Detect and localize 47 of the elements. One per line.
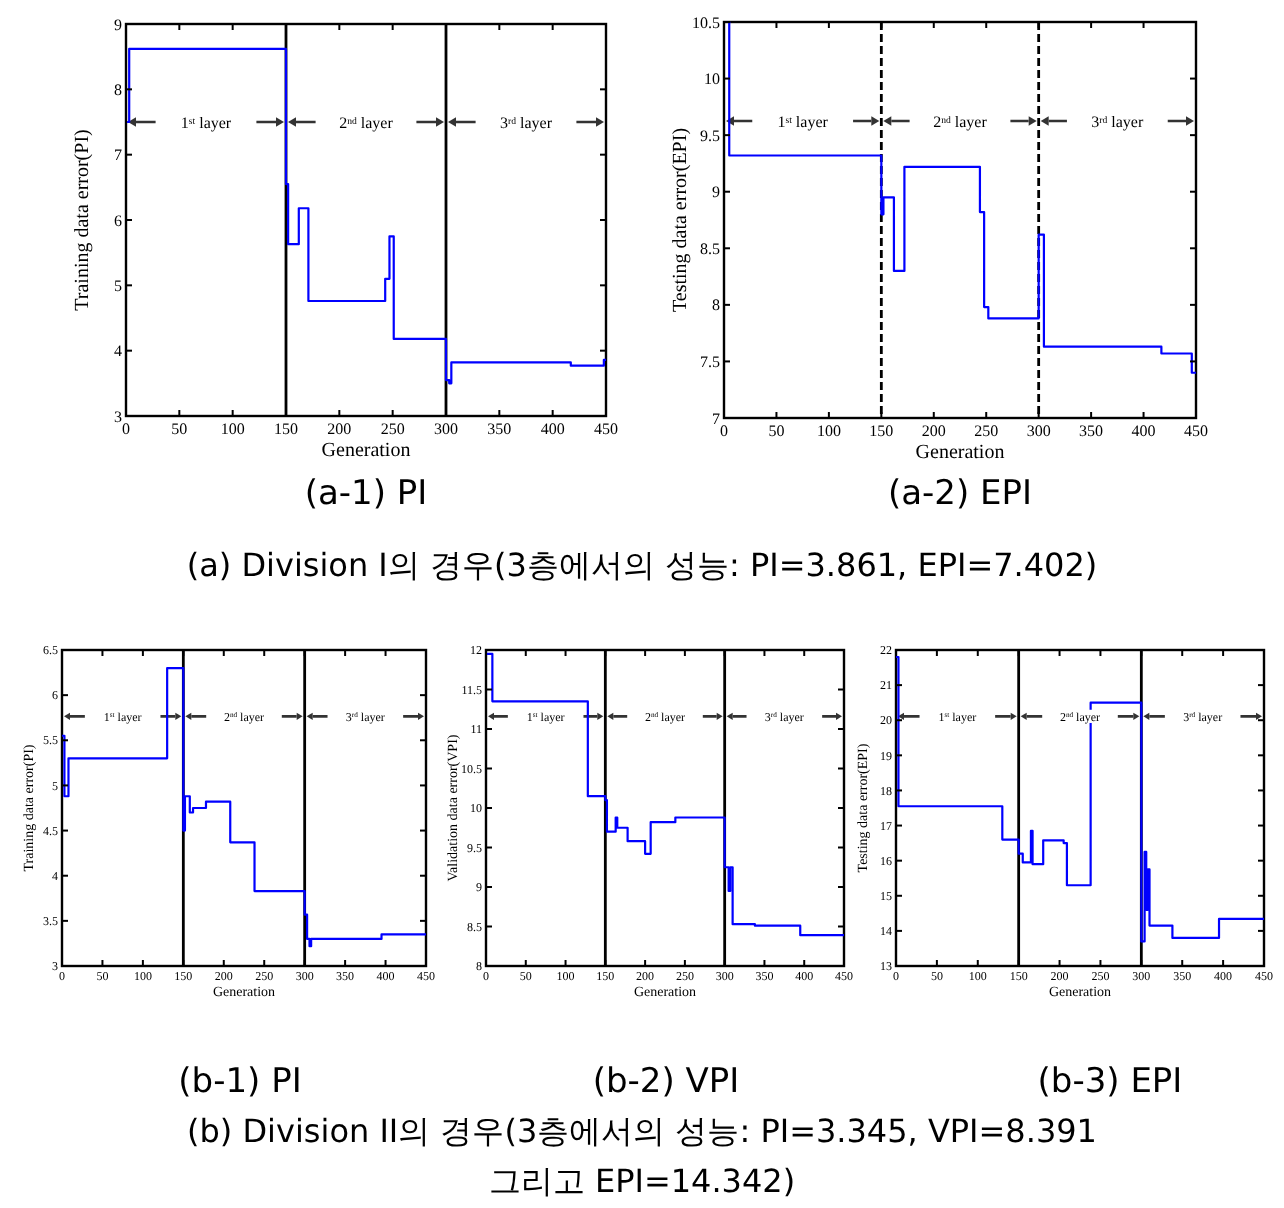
- y-axis-title: Testing data error(EPI): [669, 127, 692, 313]
- x-tick-label: 0: [122, 420, 130, 438]
- y-tick-label: 10.5: [692, 13, 720, 32]
- x-tick-label: 150: [274, 420, 298, 438]
- text: (a) Division I의 경우(3층에서의 성능: PI=3.861, EPI=7.402): [186, 546, 1098, 584]
- text: (b) Division II의 경우(3층에서의 성능: PI=3.345, VPI=8.391: [187, 1112, 1097, 1150]
- x-tick-label: 300: [434, 420, 458, 438]
- y-tick-label: 9: [114, 15, 122, 34]
- y-tick-label: 8.5: [700, 239, 720, 258]
- text: (a-1) PI: [304, 474, 428, 514]
- x-tick-label: 450: [1184, 422, 1208, 440]
- x-tick-label: 0: [720, 422, 728, 440]
- x-tick-label: 450: [594, 420, 618, 438]
- text: (b-3) EPI: [1037, 1062, 1183, 1102]
- x-tick-label: 200: [327, 420, 352, 438]
- y-axis-title: Training data error(PI): [71, 129, 94, 311]
- y-tick-label: 5: [114, 276, 122, 295]
- x-tick-label: 350: [1079, 422, 1104, 440]
- x-tick-label: 50: [768, 422, 785, 440]
- y-tick-label: 9: [712, 183, 720, 202]
- x-tick-label: 100: [220, 420, 245, 438]
- y-tick-label: 7.5: [700, 353, 720, 372]
- x-tick-label: 350: [487, 420, 512, 438]
- text: (b-1) PI: [178, 1062, 302, 1102]
- x-axis-title: Generation: [321, 440, 411, 462]
- x-tick-label: 150: [869, 422, 894, 440]
- y-tick-label: 9.5: [700, 126, 720, 145]
- x-tick-label: 400: [540, 420, 565, 438]
- y-tick-label: 8: [712, 296, 720, 315]
- y-tick-label: 10: [704, 70, 720, 89]
- y-tick-label: 4: [114, 342, 122, 361]
- x-tick-label: 400: [1131, 422, 1156, 440]
- y-tick-label: 7: [712, 409, 720, 428]
- x-axis-title: Generation: [915, 442, 1005, 464]
- x-tick-label: 200: [921, 422, 946, 440]
- x-tick-label: 300: [1026, 422, 1051, 440]
- x-tick-label: 250: [380, 420, 405, 438]
- x-tick-label: 250: [974, 422, 999, 440]
- y-tick-label: 6: [114, 211, 122, 230]
- y-tick-label: 7: [114, 146, 122, 165]
- y-tick-label: 3: [114, 407, 122, 426]
- y-tick-label: 8: [114, 80, 122, 99]
- text: 그리고 EPI=14.342): [488, 1162, 796, 1200]
- text: (a-2) EPI: [887, 474, 1033, 514]
- text: (b-2) VPI: [592, 1062, 740, 1102]
- x-tick-label: 100: [816, 422, 841, 440]
- x-tick-label: 50: [171, 420, 188, 438]
